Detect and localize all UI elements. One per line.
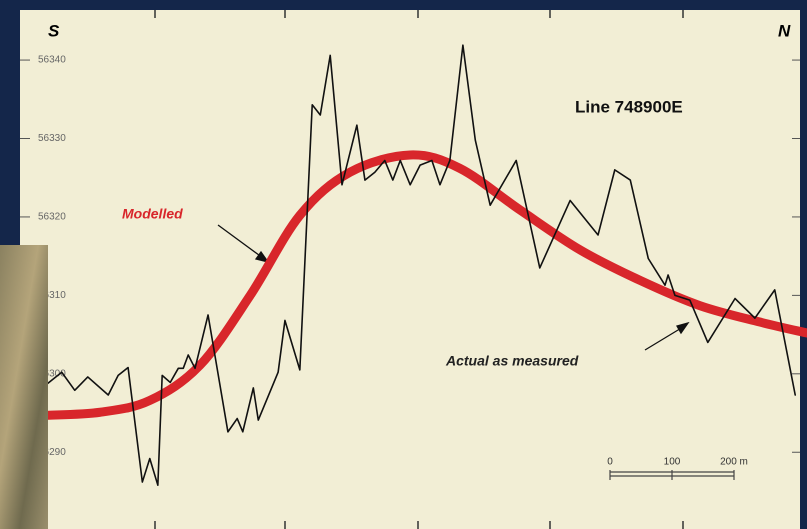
photo-inset (0, 245, 48, 529)
y-tick-label: 56330 (38, 133, 66, 144)
y-tick-label: 56340 (38, 55, 66, 66)
scale-label: 100 (664, 457, 681, 468)
y-tick-label: 56310 (38, 290, 66, 301)
modelled-annotation: Modelled (122, 206, 183, 222)
plot: 56290 56300 56310 56320 56330 56340 (20, 44, 807, 486)
measured-line (44, 44, 797, 486)
chart-title: Line 748900E (575, 97, 683, 116)
y-tick-label: 56320 (38, 212, 66, 223)
measured-annotation: Actual as measured (445, 353, 579, 369)
y-tick-label: 56300 (38, 368, 66, 379)
south-label: S (48, 21, 60, 40)
scale-label: 0 (607, 457, 613, 468)
edge-ticks (154, 10, 684, 529)
scale-bar (609, 470, 735, 480)
scale-label: 200 m (720, 457, 748, 468)
arrows (217, 224, 690, 351)
plot-background (20, 10, 800, 529)
y-tick-label: 56290 (38, 447, 66, 458)
north-label: N (778, 21, 791, 40)
